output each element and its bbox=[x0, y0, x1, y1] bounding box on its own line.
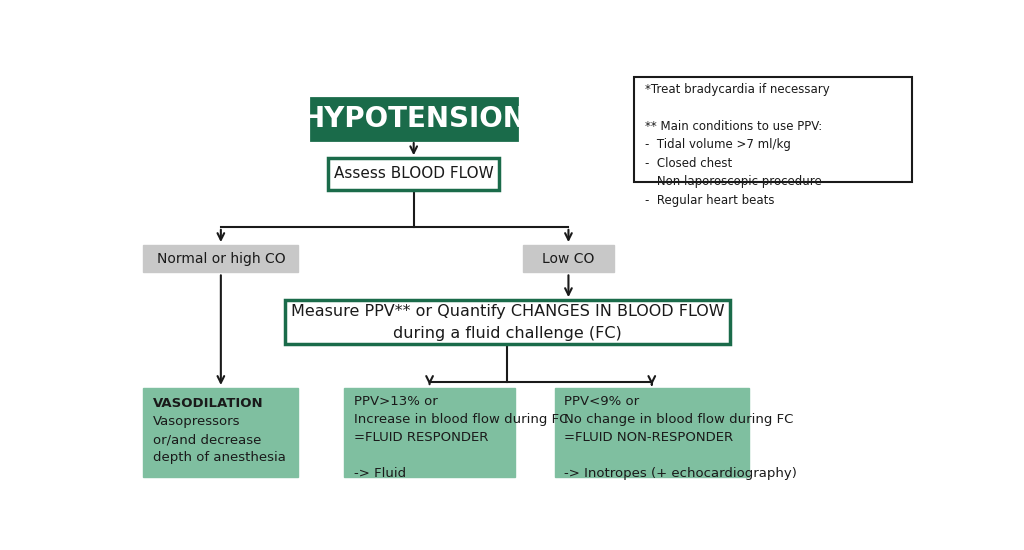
Text: Measure PPV** or Quantify CHANGES IN BLOOD FLOW
during a fluid challenge (FC): Measure PPV** or Quantify CHANGES IN BLO… bbox=[291, 304, 724, 341]
Text: *Treat bradycardia if necessary

** Main conditions to use PPV:
-  Tidal volume : *Treat bradycardia if necessary ** Main … bbox=[645, 83, 829, 207]
Text: PPV<9% or
No change in blood flow during FC
=FLUID NON-RESPONDER

-> Inotropes (: PPV<9% or No change in blood flow during… bbox=[564, 395, 797, 481]
Text: Normal or high CO: Normal or high CO bbox=[157, 252, 285, 266]
Text: Assess BLOOD FLOW: Assess BLOOD FLOW bbox=[334, 167, 494, 182]
Text: VASODILATION: VASODILATION bbox=[153, 397, 263, 410]
FancyBboxPatch shape bbox=[555, 388, 749, 477]
FancyBboxPatch shape bbox=[523, 245, 614, 272]
FancyBboxPatch shape bbox=[143, 245, 298, 272]
FancyBboxPatch shape bbox=[310, 98, 517, 140]
FancyBboxPatch shape bbox=[143, 388, 298, 477]
FancyBboxPatch shape bbox=[329, 158, 499, 190]
FancyBboxPatch shape bbox=[634, 76, 912, 183]
Text: PPV>13% or
Increase in blood flow during FC
=FLUID RESPONDER

-> Fluid: PPV>13% or Increase in blood flow during… bbox=[353, 395, 568, 481]
Text: HYPOTENSION: HYPOTENSION bbox=[301, 105, 526, 133]
Text: Vasopressors
or/and decrease
depth of anesthesia: Vasopressors or/and decrease depth of an… bbox=[153, 415, 286, 464]
Text: Low CO: Low CO bbox=[543, 252, 595, 266]
FancyBboxPatch shape bbox=[344, 388, 515, 477]
FancyBboxPatch shape bbox=[285, 300, 729, 344]
